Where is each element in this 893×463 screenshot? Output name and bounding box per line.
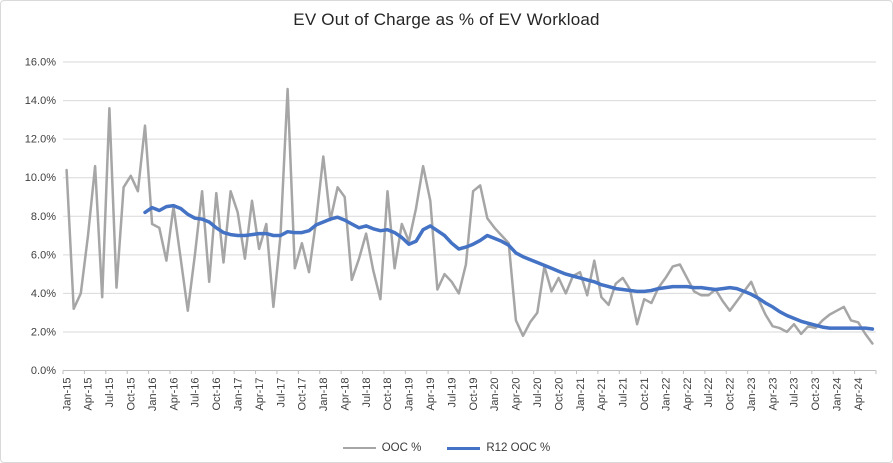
x-axis-tick-label: Apr-19 bbox=[425, 378, 437, 411]
x-axis-tick-label: Apr-17 bbox=[254, 378, 266, 411]
x-axis-tick-label: Jul-21 bbox=[618, 378, 630, 408]
x-axis-tick-label: Jan-18 bbox=[318, 378, 330, 412]
x-axis-tick-label: Apr-20 bbox=[511, 378, 523, 411]
series-line-r12-ooc bbox=[143, 203, 875, 331]
legend-label-r12-ooc: R12 OOC % bbox=[486, 442, 551, 454]
legend-item-ooc: OOC % bbox=[342, 442, 422, 454]
x-axis-tick-label: Jan-24 bbox=[832, 378, 844, 412]
y-axis-tick-label: 2.0% bbox=[31, 326, 56, 338]
y-axis-labels: 0.0% 2.0% 4.0% 6.0% 8.0% 10.0% 12.0% 14.0% 16.0% bbox=[25, 57, 56, 378]
x-axis-tick-label: Oct-22 bbox=[725, 378, 737, 411]
x-axis-tick-label: Jan-22 bbox=[660, 378, 672, 412]
x-axis-tick-label: Apr-18 bbox=[339, 378, 351, 411]
y-axis-tick-label: 0.0% bbox=[31, 365, 56, 377]
x-axis-tick-label: Apr-24 bbox=[853, 378, 865, 411]
legend-label-ooc: OOC % bbox=[381, 442, 422, 454]
x-axis-tick-label: Apr-23 bbox=[767, 378, 779, 411]
x-axis-tick-label: Apr-22 bbox=[682, 378, 694, 411]
y-axis-tick-label: 8.0% bbox=[31, 211, 56, 223]
x-axis-tick-label: Oct-21 bbox=[639, 378, 651, 411]
x-axis-tick-label: Oct-17 bbox=[297, 378, 309, 411]
legend-swatch-ooc bbox=[342, 447, 376, 449]
x-axis-tick-label: Jul-18 bbox=[361, 378, 373, 408]
x-axis-tick-label: Jan-21 bbox=[575, 378, 587, 412]
x-axis-tick-label: Jul-23 bbox=[789, 378, 801, 408]
series-lines bbox=[65, 87, 875, 345]
x-axis-tick-label: Jan-15 bbox=[61, 378, 73, 412]
legend-swatch-r12-ooc bbox=[447, 446, 481, 450]
x-axis-tick-label: Oct-15 bbox=[125, 378, 137, 411]
y-axis-tick-label: 6.0% bbox=[31, 249, 56, 261]
y-axis-tick-label: 4.0% bbox=[31, 288, 56, 300]
x-axis-tick-label: Oct-23 bbox=[810, 378, 822, 411]
x-axis-tick-label: Jul-17 bbox=[275, 378, 287, 408]
x-axis-tick-label: Jan-17 bbox=[232, 378, 244, 412]
x-axis-tick-label: Jul-19 bbox=[446, 378, 458, 408]
x-axis-tick-label: Jan-16 bbox=[147, 378, 159, 412]
x-axis-tick-label: Jan-20 bbox=[489, 378, 501, 412]
x-axis-tick-label: Jul-15 bbox=[104, 378, 116, 408]
chart-title: EV Out of Charge as % of EV Workload bbox=[293, 10, 600, 29]
y-axis-tick-label: 10.0% bbox=[25, 172, 56, 184]
x-axis-tick-label: Jul-16 bbox=[190, 378, 202, 408]
x-axis-tick-label: Oct-18 bbox=[382, 378, 394, 411]
x-axis-tick-label: Jul-20 bbox=[532, 378, 544, 408]
x-axis-tick-label: Oct-20 bbox=[553, 378, 565, 411]
y-axis-tick-label: 12.0% bbox=[25, 134, 56, 146]
x-axis-tick-label: Jul-22 bbox=[703, 378, 715, 408]
x-axis bbox=[62, 370, 877, 374]
x-axis-labels: Jan-15 Apr-15 Jul-15 Oct-15 Jan-16 Apr-16 Jul-… bbox=[61, 378, 865, 412]
y-axis-tick-label: 16.0% bbox=[25, 57, 56, 69]
legend: OOC % R12 OOC % bbox=[1, 442, 892, 454]
x-axis-tick-label: Oct-19 bbox=[468, 378, 480, 411]
series-line-ooc bbox=[65, 87, 874, 345]
y-axis-tick-label: 14.0% bbox=[25, 95, 56, 107]
x-axis-tick-label: Oct-16 bbox=[211, 378, 223, 411]
x-axis-tick-label: Apr-16 bbox=[168, 378, 180, 411]
x-axis-tick-label: Apr-15 bbox=[83, 378, 95, 411]
x-axis-tick-label: Jan-19 bbox=[404, 378, 416, 412]
x-axis-tick-label: Jan-23 bbox=[746, 378, 758, 412]
x-axis-tick-label: Apr-21 bbox=[596, 378, 608, 411]
legend-item-r12-ooc: R12 OOC % bbox=[447, 442, 550, 454]
